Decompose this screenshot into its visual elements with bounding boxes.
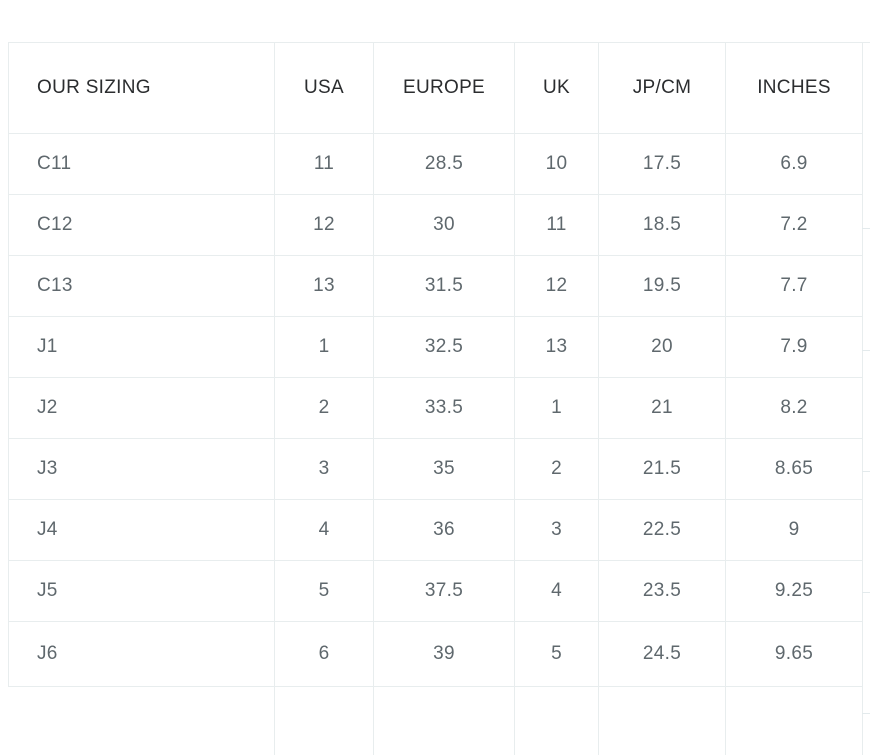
cell-uk: 12 (514, 255, 599, 317)
cell-our-sizing: J6 (8, 621, 275, 687)
cell-empty-jp-cm (598, 686, 726, 755)
cell-our-sizing: J1 (8, 316, 275, 378)
cell-usa: 5 (274, 560, 374, 622)
cell-our-sizing: J5 (8, 560, 275, 622)
cell-empty-europe (373, 686, 515, 755)
cell-jp-cm: 22.5 (598, 499, 726, 561)
cell-jp-cm: 19.5 (598, 255, 726, 317)
cell-empty-our-sizing (8, 686, 275, 755)
cell-uk: 13 (514, 316, 599, 378)
cell-uk: 11 (514, 194, 599, 256)
cell-usa: 1 (274, 316, 374, 378)
cell-europe: 32.5 (373, 316, 515, 378)
table-row-j5: J5 5 37.5 4 23.5 9.25 (8, 560, 863, 622)
cell-inches: 8.2 (725, 377, 863, 439)
cell-europe: 37.5 (373, 560, 515, 622)
cell-usa: 4 (274, 499, 374, 561)
cell-our-sizing: C11 (8, 133, 275, 195)
adjacent-table-top-border (862, 42, 870, 43)
table-row-j4: J4 4 36 3 22.5 9 (8, 499, 863, 561)
cell-usa: 11 (274, 133, 374, 195)
cell-empty-inches (725, 686, 863, 755)
cell-jp-cm: 20 (598, 316, 726, 378)
cell-inches: 7.9 (725, 316, 863, 378)
cell-our-sizing: J3 (8, 438, 275, 500)
cell-europe: 31.5 (373, 255, 515, 317)
table-row-empty (8, 686, 863, 755)
cell-usa: 2 (274, 377, 374, 439)
column-header-uk: UK (514, 42, 599, 134)
cell-inches: 6.9 (725, 133, 863, 195)
cell-europe: 35 (373, 438, 515, 500)
cell-usa: 3 (274, 438, 374, 500)
cell-empty-uk (514, 686, 599, 755)
cell-europe: 39 (373, 621, 515, 687)
cell-jp-cm: 21.5 (598, 438, 726, 500)
cell-our-sizing: C12 (8, 194, 275, 256)
cell-usa: 13 (274, 255, 374, 317)
cell-uk: 10 (514, 133, 599, 195)
adjacent-table-row-line (862, 350, 870, 351)
adjacent-table-row-line (862, 592, 870, 593)
cell-our-sizing: J4 (8, 499, 275, 561)
adjacent-table-row-line (862, 228, 870, 229)
cell-europe: 33.5 (373, 377, 515, 439)
cell-uk: 4 (514, 560, 599, 622)
table-row-j2: J2 2 33.5 1 21 8.2 (8, 377, 863, 439)
cell-inches: 9.65 (725, 621, 863, 687)
table-row-j3: J3 3 35 2 21.5 8.65 (8, 438, 863, 500)
size-chart-container: OUR SIZING USA EUROPE UK JP/CM INCHES C11 11 28… (8, 42, 863, 755)
cell-usa: 12 (274, 194, 374, 256)
cell-uk: 2 (514, 438, 599, 500)
column-header-our-sizing: OUR SIZING (8, 42, 275, 134)
table-row-c13: C13 13 31.5 12 19.5 7.7 (8, 255, 863, 317)
column-header-europe: EUROPE (373, 42, 515, 134)
cell-inches: 7.7 (725, 255, 863, 317)
cell-europe: 36 (373, 499, 515, 561)
column-header-inches: INCHES (725, 42, 863, 134)
cell-usa: 6 (274, 621, 374, 687)
cell-jp-cm: 23.5 (598, 560, 726, 622)
header-row: OUR SIZING USA EUROPE UK JP/CM INCHES (8, 42, 863, 134)
cell-inches: 7.2 (725, 194, 863, 256)
table-row-j1: J1 1 32.5 13 20 7.9 (8, 316, 863, 378)
cell-inches: 9 (725, 499, 863, 561)
cell-empty-usa (274, 686, 374, 755)
adjacent-table-row-line (862, 471, 870, 472)
cell-europe: 30 (373, 194, 515, 256)
cell-our-sizing: C13 (8, 255, 275, 317)
table-row-j6: J6 6 39 5 24.5 9.65 (8, 621, 863, 687)
column-header-usa: USA (274, 42, 374, 134)
cell-inches: 9.25 (725, 560, 863, 622)
cell-uk: 1 (514, 377, 599, 439)
cell-jp-cm: 24.5 (598, 621, 726, 687)
cell-jp-cm: 17.5 (598, 133, 726, 195)
table-row-c12: C12 12 30 11 18.5 7.2 (8, 194, 863, 256)
cell-europe: 28.5 (373, 133, 515, 195)
adjacent-table-row-line (862, 713, 870, 714)
cell-our-sizing: J2 (8, 377, 275, 439)
cell-uk: 3 (514, 499, 599, 561)
table-row-c11: C11 11 28.5 10 17.5 6.9 (8, 133, 863, 195)
size-chart-table: OUR SIZING USA EUROPE UK JP/CM INCHES C11 11 28… (8, 42, 863, 755)
cell-uk: 5 (514, 621, 599, 687)
column-header-jp-cm: JP/CM (598, 42, 726, 134)
cell-inches: 8.65 (725, 438, 863, 500)
cell-jp-cm: 21 (598, 377, 726, 439)
cell-jp-cm: 18.5 (598, 194, 726, 256)
